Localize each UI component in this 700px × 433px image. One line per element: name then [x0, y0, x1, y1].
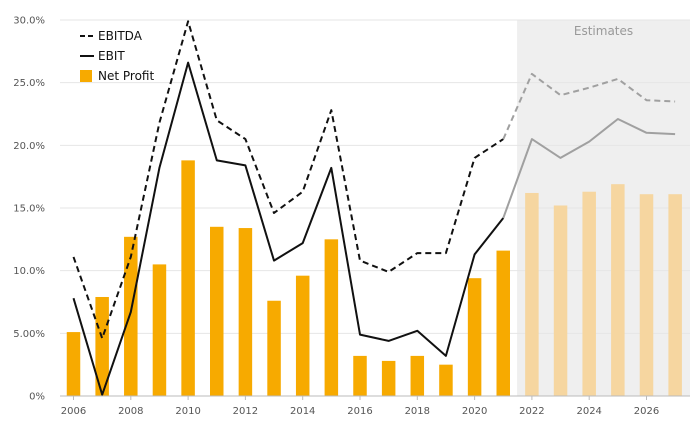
ebit-estimate-line: [502, 118, 676, 219]
ebitda-line: [72, 20, 504, 340]
net-profit-bar: [582, 191, 596, 396]
net-profit-bar: [381, 360, 396, 396]
net-profit-bar: [467, 278, 482, 396]
y-tick-label: 0%: [29, 392, 45, 403]
x-tick-label: 2012: [233, 406, 258, 417]
x-tick-label: 2018: [405, 406, 430, 417]
x-tick-label: 2026: [634, 406, 659, 417]
y-tick-label: 20.0%: [13, 141, 45, 152]
x-tick-label: 2024: [576, 406, 601, 417]
net-profit-bar: [439, 364, 453, 396]
net-profit-bar: [267, 300, 281, 396]
net-profit-bars: [66, 160, 682, 396]
legend-net-profit-swatch: [80, 70, 92, 82]
legend: EBITDA EBIT Net Profit: [80, 29, 154, 83]
legend-net-profit-label: Net Profit: [98, 69, 154, 83]
net-profit-bar: [410, 355, 425, 396]
net-profit-bar: [66, 332, 81, 396]
line-series: [72, 20, 676, 396]
y-tick-label: 30.0%: [13, 16, 45, 27]
net-profit-bar: [639, 194, 654, 396]
net-profit-bar: [152, 264, 167, 396]
net-profit-bar: [181, 160, 195, 396]
estimates-label: Estimates: [574, 24, 633, 38]
net-profit-bar: [525, 192, 539, 396]
net-profit-bar: [553, 205, 568, 396]
ebitda-estimate-line: [502, 72, 676, 140]
y-tick-label: 25.0%: [13, 78, 45, 89]
axes: 0% 5.00% 10.0% 15.0% 20.0% 25.0% 30.0% 2006 2008…: [13, 16, 690, 417]
x-tick-label: 2010: [175, 406, 200, 417]
net-profit-bar: [611, 184, 625, 396]
x-tick-label: 2016: [347, 406, 372, 417]
y-tick-label: 5.00%: [13, 329, 45, 340]
net-profit-bar: [668, 194, 682, 396]
net-profit-bar: [496, 250, 510, 396]
net-profit-bar: [124, 236, 138, 396]
x-tick-label: 2006: [61, 406, 86, 417]
y-tick-label: 10.0%: [13, 266, 45, 277]
legend-ebit-label: EBIT: [98, 49, 125, 63]
legend-ebitda-label: EBITDA: [98, 29, 143, 43]
y-tick-label: 15.0%: [13, 204, 45, 215]
net-profit-bar: [95, 296, 109, 396]
x-tick-label: 2008: [118, 406, 143, 417]
net-profit-bar: [210, 226, 224, 396]
net-profit-bar: [295, 275, 310, 396]
ebit-line: [72, 61, 505, 396]
x-tick-label: 2020: [462, 406, 487, 417]
x-tick-label: 2022: [519, 406, 544, 417]
net-profit-bar: [238, 228, 253, 396]
net-profit-bar: [324, 239, 339, 396]
x-tick-label: 2014: [290, 406, 315, 417]
net-profit-bar: [353, 355, 367, 396]
